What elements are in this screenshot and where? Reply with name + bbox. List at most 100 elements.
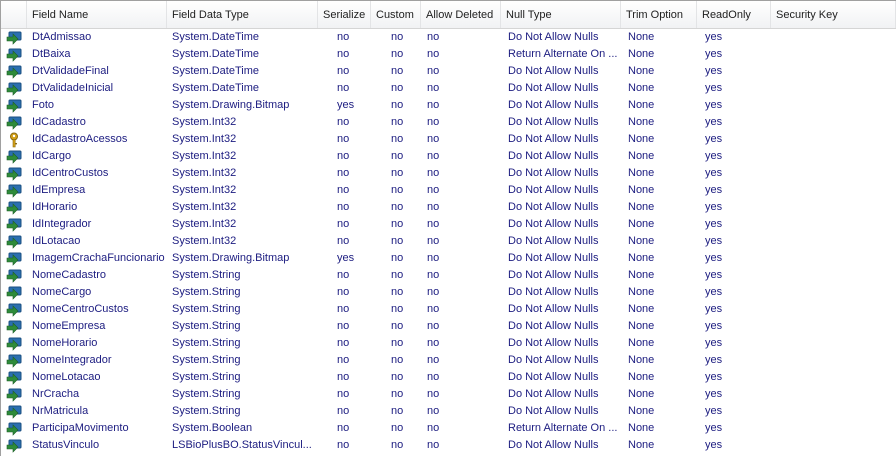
cell-null-type[interactable]: Do Not Allow Nulls <box>508 388 599 400</box>
cell-field-data-type[interactable]: System.String <box>172 371 241 383</box>
cell-custom[interactable]: no <box>391 320 404 332</box>
cell-security-key[interactable] <box>771 63 896 80</box>
cell-allow-deleted[interactable]: no <box>427 388 440 400</box>
cell-field-name[interactable]: IdEmpresa <box>32 184 86 196</box>
table-row[interactable]: DtBaixa System.DateTime no no no Return Alter… <box>1 46 896 63</box>
cell-serialize[interactable]: no <box>337 405 350 417</box>
cell-field-data-type[interactable]: System.Int32 <box>172 150 237 162</box>
cell-serialize[interactable]: no <box>337 218 350 230</box>
cell-custom[interactable]: no <box>391 422 404 434</box>
cell-null-type[interactable]: Do Not Allow Nulls <box>508 235 599 247</box>
cell-null-type[interactable]: Do Not Allow Nulls <box>508 439 599 451</box>
cell-security-key[interactable] <box>771 284 896 301</box>
cell-field-data-type[interactable]: System.String <box>172 303 241 315</box>
cell-allow-deleted[interactable]: no <box>427 31 440 43</box>
cell-security-key[interactable] <box>771 369 896 386</box>
cell-security-key[interactable] <box>771 267 896 284</box>
cell-trim-option[interactable]: None <box>628 337 655 349</box>
cell-field-data-type[interactable]: System.String <box>172 320 241 332</box>
cell-serialize[interactable]: yes <box>337 252 355 264</box>
cell-null-type[interactable]: Do Not Allow Nulls <box>508 82 599 94</box>
cell-null-type[interactable]: Do Not Allow Nulls <box>508 354 599 366</box>
cell-readonly[interactable]: yes <box>705 286 723 298</box>
cell-custom[interactable]: no <box>391 184 404 196</box>
cell-allow-deleted[interactable]: no <box>427 184 440 196</box>
cell-field-data-type[interactable]: System.Int32 <box>172 167 237 179</box>
cell-trim-option[interactable]: None <box>628 133 655 145</box>
cell-trim-option[interactable]: None <box>628 48 655 60</box>
cell-field-data-type[interactable]: System.Boolean <box>172 422 253 434</box>
cell-null-type[interactable]: Return Alternate On ... <box>508 422 618 434</box>
cell-field-name[interactable]: IdHorario <box>32 201 78 213</box>
column-header-serialize[interactable]: Serialize <box>318 1 371 28</box>
cell-security-key[interactable] <box>771 182 896 199</box>
cell-custom[interactable]: no <box>391 99 404 111</box>
table-row[interactable]: DtValidadeInicial System.DateTime no no no Do… <box>1 80 896 97</box>
table-row[interactable]: DtAdmissao System.DateTime no no no Do Not Al… <box>1 29 896 46</box>
cell-serialize[interactable]: no <box>337 337 350 349</box>
cell-security-key[interactable] <box>771 131 896 148</box>
table-row[interactable]: NomeHorario System.String no no no Do Not All… <box>1 335 896 352</box>
cell-null-type[interactable]: Do Not Allow Nulls <box>508 65 599 77</box>
cell-allow-deleted[interactable]: no <box>427 218 440 230</box>
table-row[interactable]: ParticipaMovimento System.Boolean no no no Re… <box>1 420 896 437</box>
cell-security-key[interactable] <box>771 250 896 267</box>
cell-null-type[interactable]: Do Not Allow Nulls <box>508 303 599 315</box>
cell-serialize[interactable]: no <box>337 201 350 213</box>
cell-custom[interactable]: no <box>391 388 404 400</box>
cell-allow-deleted[interactable]: no <box>427 116 440 128</box>
cell-allow-deleted[interactable]: no <box>427 405 440 417</box>
cell-readonly[interactable]: yes <box>705 320 723 332</box>
column-header-field-name[interactable]: Field Name <box>27 1 167 28</box>
cell-allow-deleted[interactable]: no <box>427 133 440 145</box>
table-row[interactable]: DtValidadeFinal System.DateTime no no no Do N… <box>1 63 896 80</box>
cell-trim-option[interactable]: None <box>628 31 655 43</box>
cell-field-data-type[interactable]: System.Int32 <box>172 218 237 230</box>
cell-field-data-type[interactable]: System.String <box>172 337 241 349</box>
cell-allow-deleted[interactable]: no <box>427 269 440 281</box>
cell-allow-deleted[interactable]: no <box>427 167 440 179</box>
cell-field-data-type[interactable]: System.DateTime <box>172 48 260 60</box>
cell-allow-deleted[interactable]: no <box>427 150 440 162</box>
cell-serialize[interactable]: no <box>337 82 350 94</box>
cell-readonly[interactable]: yes <box>705 303 723 315</box>
cell-security-key[interactable] <box>771 46 896 63</box>
cell-serialize[interactable]: no <box>337 286 350 298</box>
cell-readonly[interactable]: yes <box>705 116 723 128</box>
column-header-trim-option[interactable]: Trim Option <box>621 1 697 28</box>
cell-readonly[interactable]: yes <box>705 201 723 213</box>
column-header-null-type[interactable]: Null Type <box>501 1 621 28</box>
cell-field-name[interactable]: DtValidadeFinal <box>32 65 109 77</box>
table-row[interactable]: NomeCadastro System.String no no no Do Not Al… <box>1 267 896 284</box>
cell-allow-deleted[interactable]: no <box>427 82 440 94</box>
cell-custom[interactable]: no <box>391 354 404 366</box>
cell-security-key[interactable] <box>771 335 896 352</box>
cell-field-name[interactable]: DtValidadeInicial <box>32 82 114 94</box>
cell-security-key[interactable] <box>771 386 896 403</box>
cell-security-key[interactable] <box>771 114 896 131</box>
table-row[interactable]: ImagemCrachaFuncionario System.Drawing.Bi… <box>1 250 896 267</box>
cell-readonly[interactable]: yes <box>705 439 723 451</box>
cell-null-type[interactable]: Do Not Allow Nulls <box>508 337 599 349</box>
cell-allow-deleted[interactable]: no <box>427 201 440 213</box>
cell-custom[interactable]: no <box>391 371 404 383</box>
cell-field-name[interactable]: IdCentroCustos <box>32 167 109 179</box>
cell-allow-deleted[interactable]: no <box>427 337 440 349</box>
cell-null-type[interactable]: Do Not Allow Nulls <box>508 150 599 162</box>
cell-serialize[interactable]: no <box>337 31 350 43</box>
cell-custom[interactable]: no <box>391 150 404 162</box>
cell-serialize[interactable]: no <box>337 184 350 196</box>
table-row[interactable]: IdEmpresa System.Int32 no no no Do Not Allow … <box>1 182 896 199</box>
cell-allow-deleted[interactable]: no <box>427 303 440 315</box>
table-row[interactable]: NomeIntegrador System.String no no no Do Not … <box>1 352 896 369</box>
cell-trim-option[interactable]: None <box>628 320 655 332</box>
cell-null-type[interactable]: Do Not Allow Nulls <box>508 218 599 230</box>
table-row[interactable]: Foto System.Drawing.Bitmap yes no no Do Not A… <box>1 97 896 114</box>
cell-serialize[interactable]: no <box>337 371 350 383</box>
table-row[interactable]: IdLotacao System.Int32 no no no Do Not Allow … <box>1 233 896 250</box>
table-row[interactable]: IdIntegrador System.Int32 no no no Do Not All… <box>1 216 896 233</box>
cell-null-type[interactable]: Do Not Allow Nulls <box>508 99 599 111</box>
cell-serialize[interactable]: no <box>337 133 350 145</box>
cell-field-data-type[interactable]: System.DateTime <box>172 31 260 43</box>
cell-security-key[interactable] <box>771 216 896 233</box>
